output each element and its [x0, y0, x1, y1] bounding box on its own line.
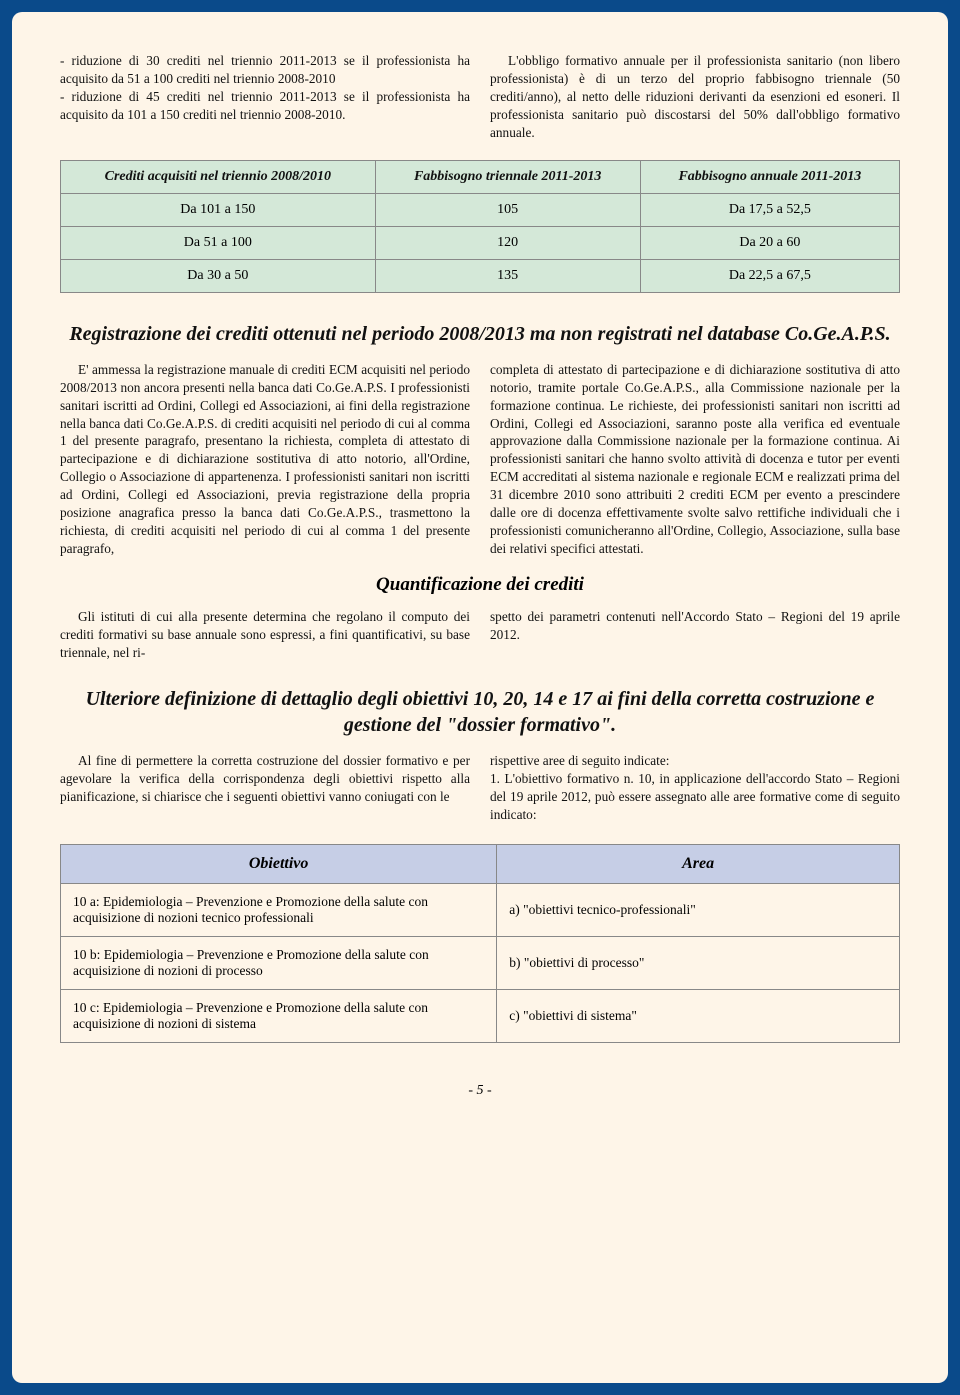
intro-left-text: - riduzione di 30 crediti nel triennio 2…: [60, 52, 470, 124]
table-row: Da 30 a 50 135 Da 22,5 a 67,5: [61, 259, 900, 292]
section3-right-col: rispettive aree di seguito indicate:1. L…: [490, 752, 900, 824]
table-header-row: Crediti acquisiti nel triennio 2008/2010…: [61, 160, 900, 193]
cell-area: a) "obiettivi tecnico-professionali": [497, 883, 900, 936]
section2-title: Quantificazione dei crediti: [60, 574, 900, 596]
section2-left-col: Gli istituti di cui alla presente determ…: [60, 608, 470, 662]
section2-right-col: spetto dei parametri contenuti nell'Acco…: [490, 608, 900, 662]
table-row: 10 a: Epidemiologia – Prevenzione e Prom…: [61, 883, 900, 936]
section3-columns: Al fine di permettere la corretta costru…: [60, 752, 900, 824]
section2-left-text: Gli istituti di cui alla presente determ…: [60, 608, 470, 662]
cell: Da 51 a 100: [61, 226, 376, 259]
cell-area: c) "obiettivi di sistema": [497, 989, 900, 1042]
intro-right-text: L'obbligo formativo annuale per il profe…: [490, 52, 900, 142]
table-row: 10 b: Epidemiologia – Prevenzione e Prom…: [61, 936, 900, 989]
th-annuale: Fabbisogno annuale 2011-2013: [640, 160, 899, 193]
th-triennale: Fabbisogno triennale 2011-2013: [375, 160, 640, 193]
th-crediti: Crediti acquisiti nel triennio 2008/2010: [61, 160, 376, 193]
cell: Da 101 a 150: [61, 193, 376, 226]
intro-right-col: L'obbligo formativo annuale per il profe…: [490, 52, 900, 142]
cell: Da 30 a 50: [61, 259, 376, 292]
table-row: 10 c: Epidemiologia – Prevenzione e Prom…: [61, 989, 900, 1042]
table-row: Da 101 a 150 105 Da 17,5 a 52,5: [61, 193, 900, 226]
cell-obj: 10 c: Epidemiologia – Prevenzione e Prom…: [61, 989, 497, 1042]
section1-left-col: E' ammessa la registrazione manuale di c…: [60, 361, 470, 558]
section3-left-text: Al fine di permettere la corretta costru…: [60, 752, 470, 806]
th-obiettivo: Obiettivo: [61, 844, 497, 883]
page: - riduzione di 30 crediti nel triennio 2…: [12, 12, 948, 1383]
section3-left-col: Al fine di permettere la corretta costru…: [60, 752, 470, 824]
cell: Da 20 a 60: [640, 226, 899, 259]
cell: 120: [375, 226, 640, 259]
cell: Da 22,5 a 67,5: [640, 259, 899, 292]
page-number: - 5 -: [60, 1083, 900, 1099]
table-row: Da 51 a 100 120 Da 20 a 60: [61, 226, 900, 259]
intro-columns: - riduzione di 30 crediti nel triennio 2…: [60, 52, 900, 142]
cell-obj: 10 a: Epidemiologia – Prevenzione e Prom…: [61, 883, 497, 936]
section1-columns: E' ammessa la registrazione manuale di c…: [60, 361, 900, 558]
intro-left-col: - riduzione di 30 crediti nel triennio 2…: [60, 52, 470, 142]
cell-obj: 10 b: Epidemiologia – Prevenzione e Prom…: [61, 936, 497, 989]
cell: Da 17,5 a 52,5: [640, 193, 899, 226]
table-header-row: Obiettivo Area: [61, 844, 900, 883]
section3-title: Ulteriore definizione di dettaglio degli…: [60, 686, 900, 738]
section1-right-col: completa di attestato di partecipazione …: [490, 361, 900, 558]
section1-right-text: completa di attestato di partecipazione …: [490, 361, 900, 558]
cell: 105: [375, 193, 640, 226]
section3-right-text: rispettive aree di seguito indicate:1. L…: [490, 752, 900, 824]
cell-area: b) "obiettivi di processo": [497, 936, 900, 989]
section1-left-text: E' ammessa la registrazione manuale di c…: [60, 361, 470, 558]
th-area: Area: [497, 844, 900, 883]
section1-title: Registrazione dei crediti ottenuti nel p…: [60, 321, 900, 347]
objectives-table: Obiettivo Area 10 a: Epidemiologia – Pre…: [60, 844, 900, 1043]
cell: 135: [375, 259, 640, 292]
section2-right-text: spetto dei parametri contenuti nell'Acco…: [490, 608, 900, 644]
section2-columns: Gli istituti di cui alla presente determ…: [60, 608, 900, 662]
credits-table: Crediti acquisiti nel triennio 2008/2010…: [60, 160, 900, 293]
